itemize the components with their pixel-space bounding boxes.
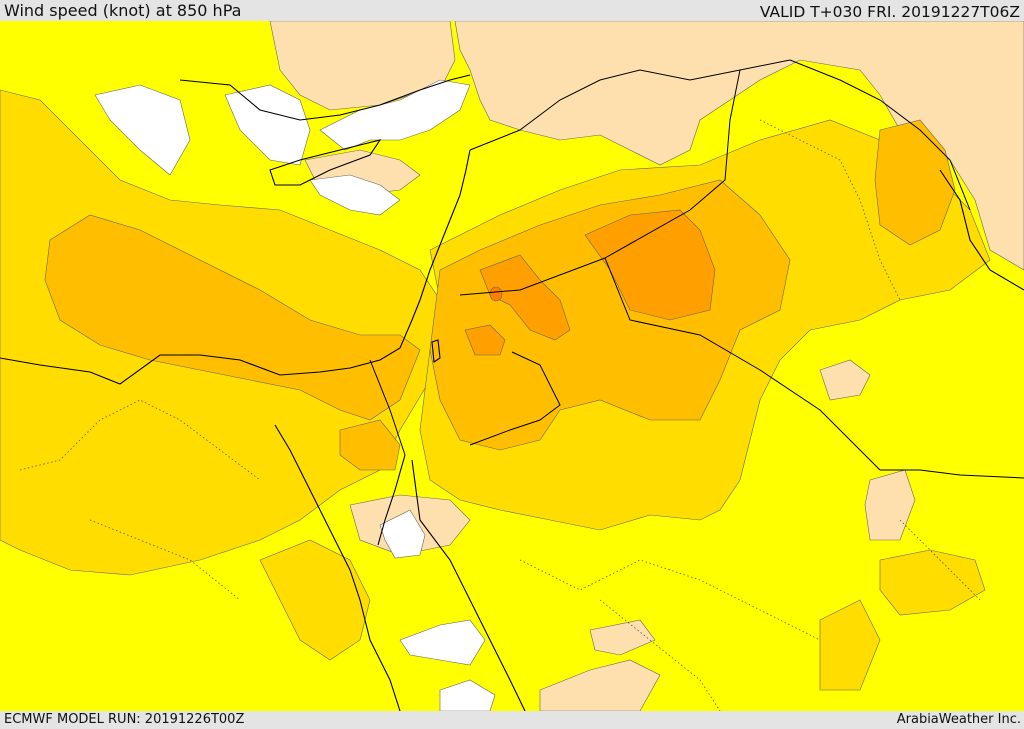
admin-boundary-saudi [519, 519, 981, 711]
field-band-1-south [539, 659, 661, 711]
credit: ArabiaWeather Inc. [896, 712, 1021, 727]
field-band-4-egypt [44, 214, 421, 421]
admin-boundary-egypt [19, 399, 261, 601]
border-saudi-east [880, 469, 1024, 479]
field-band-4-iraq [874, 119, 956, 246]
field-band-1-aegean [269, 21, 456, 111]
field-band-4-sinai [339, 419, 401, 471]
field-white-aegean [94, 84, 191, 176]
field-white-levant-coast [309, 174, 401, 216]
border-saudi-jordan-south [469, 351, 561, 446]
valid-time: VALID T+030 FRI. 20191227T06Z [759, 3, 1020, 21]
field-white-anatolia [319, 79, 471, 151]
coastline-egypt-levant [0, 149, 471, 385]
field-band-5-palestine [479, 254, 571, 341]
field-band-5-negev [464, 324, 506, 356]
admin-boundary-iraq [759, 119, 901, 301]
border-jordan-iraq [459, 257, 606, 296]
coastline-gulf-of-aqaba [377, 454, 406, 546]
border-egypt-israel [369, 359, 406, 456]
field-white-red-sea [399, 619, 486, 666]
field-white-red-sea-2 [439, 679, 496, 711]
coastline-sinai-east [411, 459, 526, 711]
field-white-aqaba [379, 509, 426, 559]
field-band-5-max [489, 286, 503, 302]
title-bar: Wind speed (knot) at 850 hPa VALID T+030… [0, 0, 1024, 21]
field-band-5-jordan [584, 209, 716, 321]
border-iraq-iran [789, 59, 971, 211]
map-title: Wind speed (knot) at 850 hPa [4, 1, 242, 20]
coastline-dead-sea [431, 339, 441, 363]
border-syria-iraq [604, 69, 741, 259]
border-jordan-saudi [604, 257, 881, 471]
coastline-gulf-of-suez [274, 424, 401, 711]
border-turkey-syria [469, 59, 791, 151]
field-band-1-iraq [819, 359, 871, 401]
field-band-3-ne [819, 599, 881, 691]
field-band-3-sw [259, 539, 371, 661]
model-run: ECMWF MODEL RUN: 20191226T00Z [4, 712, 245, 727]
coastline-persian-gulf [939, 169, 1024, 291]
field-band-3-se [879, 549, 986, 616]
field-band-1-north [454, 21, 1024, 271]
footer-bar: ECMWF MODEL RUN: 20191226T00Z ArabiaWeat… [0, 711, 1024, 729]
coastline-anatolia [179, 74, 471, 121]
field-white-crete [224, 84, 311, 166]
coastline-cyprus [269, 139, 382, 186]
wind-speed-map [0, 21, 1024, 711]
field-band-1-sw [589, 619, 656, 656]
